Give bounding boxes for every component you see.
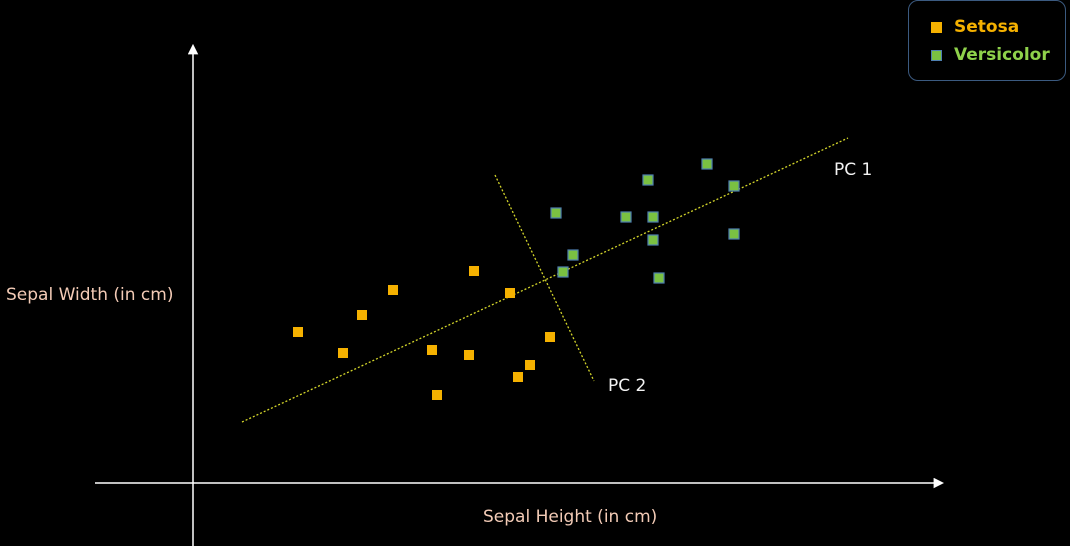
pc2-line — [494, 174, 595, 382]
setosa-swatch — [931, 21, 942, 33]
legend-item-versicolor: Versicolor — [931, 45, 1050, 65]
versicolor-point-5 — [642, 174, 654, 186]
versicolor-swatch — [931, 49, 942, 61]
versicolor-point-11 — [728, 228, 740, 240]
principal-components — [241, 137, 849, 423]
versicolor-point-9 — [701, 158, 713, 170]
setosa-point-7 — [464, 350, 474, 360]
legend-label-setosa: Setosa — [954, 17, 1020, 37]
versicolor-point-8 — [653, 272, 665, 284]
setosa-point-8 — [469, 266, 479, 276]
setosa-point-2 — [338, 348, 348, 358]
versicolor-point-6 — [647, 211, 659, 223]
versicolor-point-7 — [647, 234, 659, 246]
setosa-point-10 — [513, 372, 523, 382]
pc1-label: PC 1 — [834, 160, 873, 180]
setosa-point-3 — [357, 310, 367, 320]
setosa-point-12 — [545, 332, 555, 342]
pc2-label: PC 2 — [608, 376, 647, 396]
versicolor-point-4 — [620, 211, 632, 223]
versicolor-point-10 — [728, 180, 740, 192]
y-axis-label: Sepal Width (in cm) — [6, 285, 174, 305]
setosa-point-4 — [388, 285, 398, 295]
x-axis-label: Sepal Height (in cm) — [483, 507, 658, 527]
setosa-point-6 — [432, 390, 442, 400]
legend-item-setosa: Setosa — [931, 17, 1019, 37]
setosa-point-11 — [525, 360, 535, 370]
data-points — [293, 158, 740, 400]
setosa-point-9 — [505, 288, 515, 298]
setosa-point-5 — [427, 345, 437, 355]
legend: Setosa Versicolor — [908, 0, 1066, 81]
versicolor-point-2 — [567, 249, 579, 261]
pc1-line — [241, 137, 849, 423]
legend-label-versicolor: Versicolor — [954, 45, 1050, 65]
versicolor-point-1 — [550, 207, 562, 219]
setosa-point-1 — [293, 327, 303, 337]
versicolor-point-3 — [557, 266, 569, 278]
